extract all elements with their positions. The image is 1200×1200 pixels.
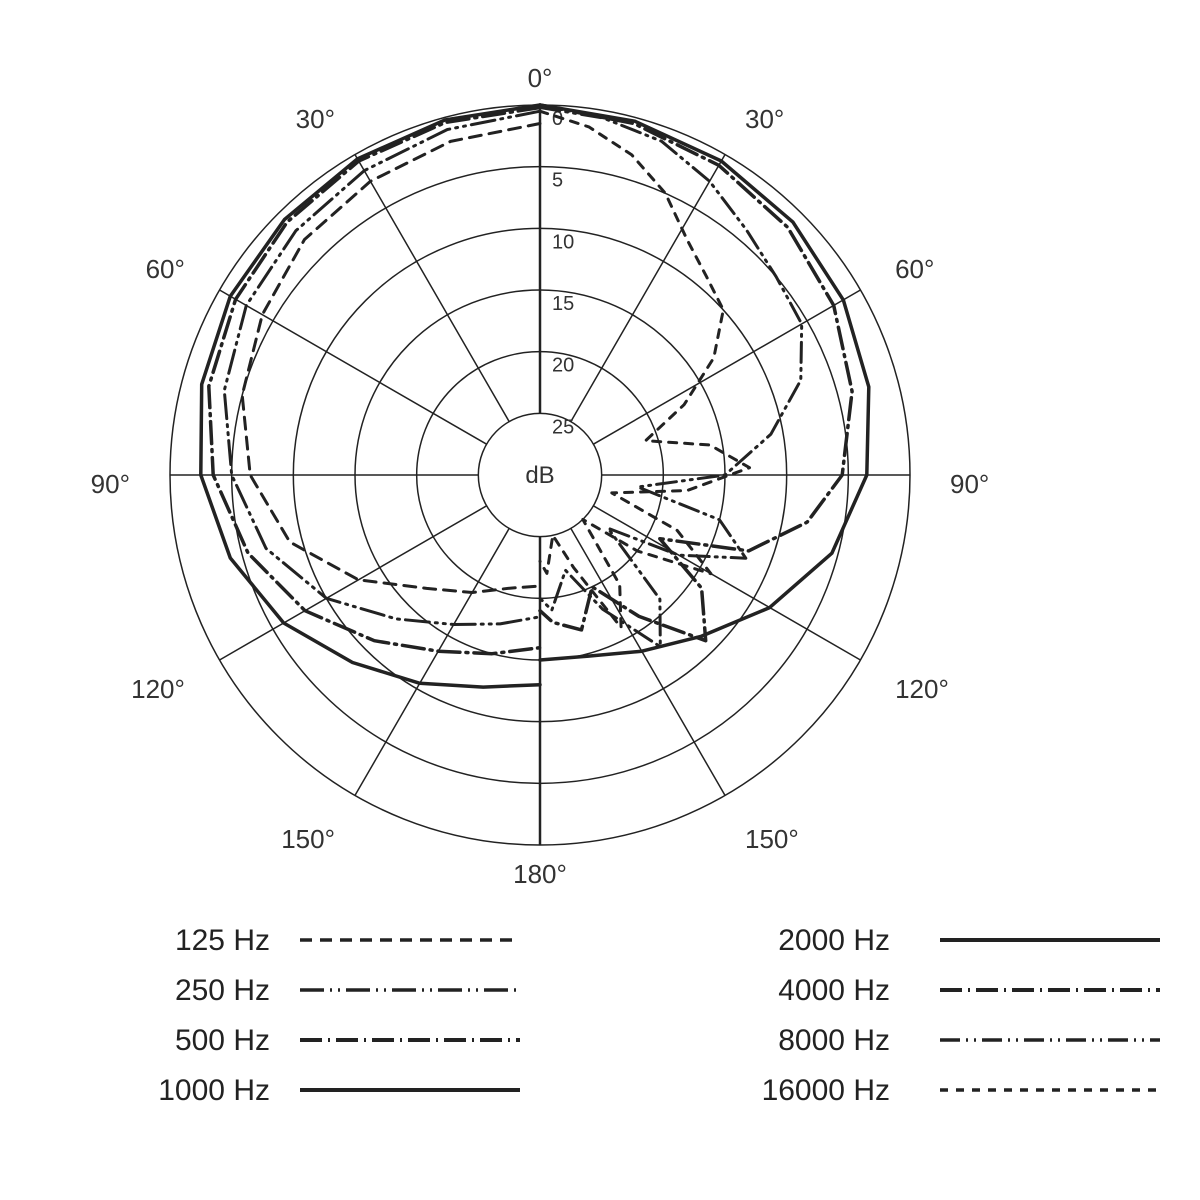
legend-label: 4000 Hz bbox=[778, 974, 890, 1007]
db-tick-label: 5 bbox=[552, 170, 563, 192]
legend-label: 8000 Hz bbox=[778, 1024, 890, 1057]
center-db-label: dB bbox=[525, 462, 554, 489]
legend-label: 500 Hz bbox=[175, 1024, 270, 1057]
legend-label: 2000 Hz bbox=[778, 924, 890, 957]
angle-label: 90° bbox=[91, 469, 130, 499]
angle-label: 30° bbox=[296, 104, 335, 134]
angle-label: 60° bbox=[146, 254, 185, 284]
angle-label: 120° bbox=[895, 674, 949, 704]
db-tick-label: 25 bbox=[552, 416, 574, 438]
angle-label: 180° bbox=[513, 859, 567, 889]
polar-pattern-chart: 0° 30° 30° 60° 60° 90° 90° 120° 120° 150° 150° 180°… bbox=[0, 0, 1200, 1200]
angle-label: 90° bbox=[950, 469, 989, 499]
db-tick-label: 10 bbox=[552, 231, 574, 253]
db-tick-label: 20 bbox=[552, 355, 574, 377]
db-tick-label: 15 bbox=[552, 293, 574, 315]
legend-label: 16000 Hz bbox=[762, 1074, 890, 1107]
legend-label: 250 Hz bbox=[175, 974, 270, 1007]
angle-label: 120° bbox=[131, 674, 185, 704]
angle-label: 150° bbox=[281, 824, 335, 854]
angle-label: 60° bbox=[895, 254, 934, 284]
legend-label: 125 Hz bbox=[175, 924, 270, 957]
angle-label: 150° bbox=[745, 824, 799, 854]
angle-label: 30° bbox=[745, 104, 784, 134]
angle-label: 0° bbox=[528, 63, 553, 93]
legend-label: 1000 Hz bbox=[158, 1074, 270, 1107]
